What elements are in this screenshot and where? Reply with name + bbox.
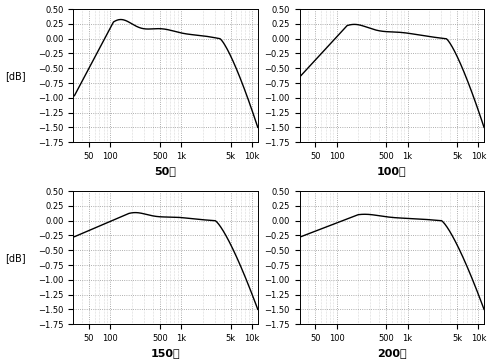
X-axis label: 100回: 100回 <box>377 166 406 177</box>
X-axis label: 150回: 150回 <box>151 348 181 359</box>
X-axis label: 50回: 50回 <box>154 166 177 177</box>
Y-axis label: [dB]: [dB] <box>5 71 26 80</box>
Y-axis label: [dB]: [dB] <box>5 253 26 262</box>
X-axis label: 200回: 200回 <box>377 348 406 359</box>
